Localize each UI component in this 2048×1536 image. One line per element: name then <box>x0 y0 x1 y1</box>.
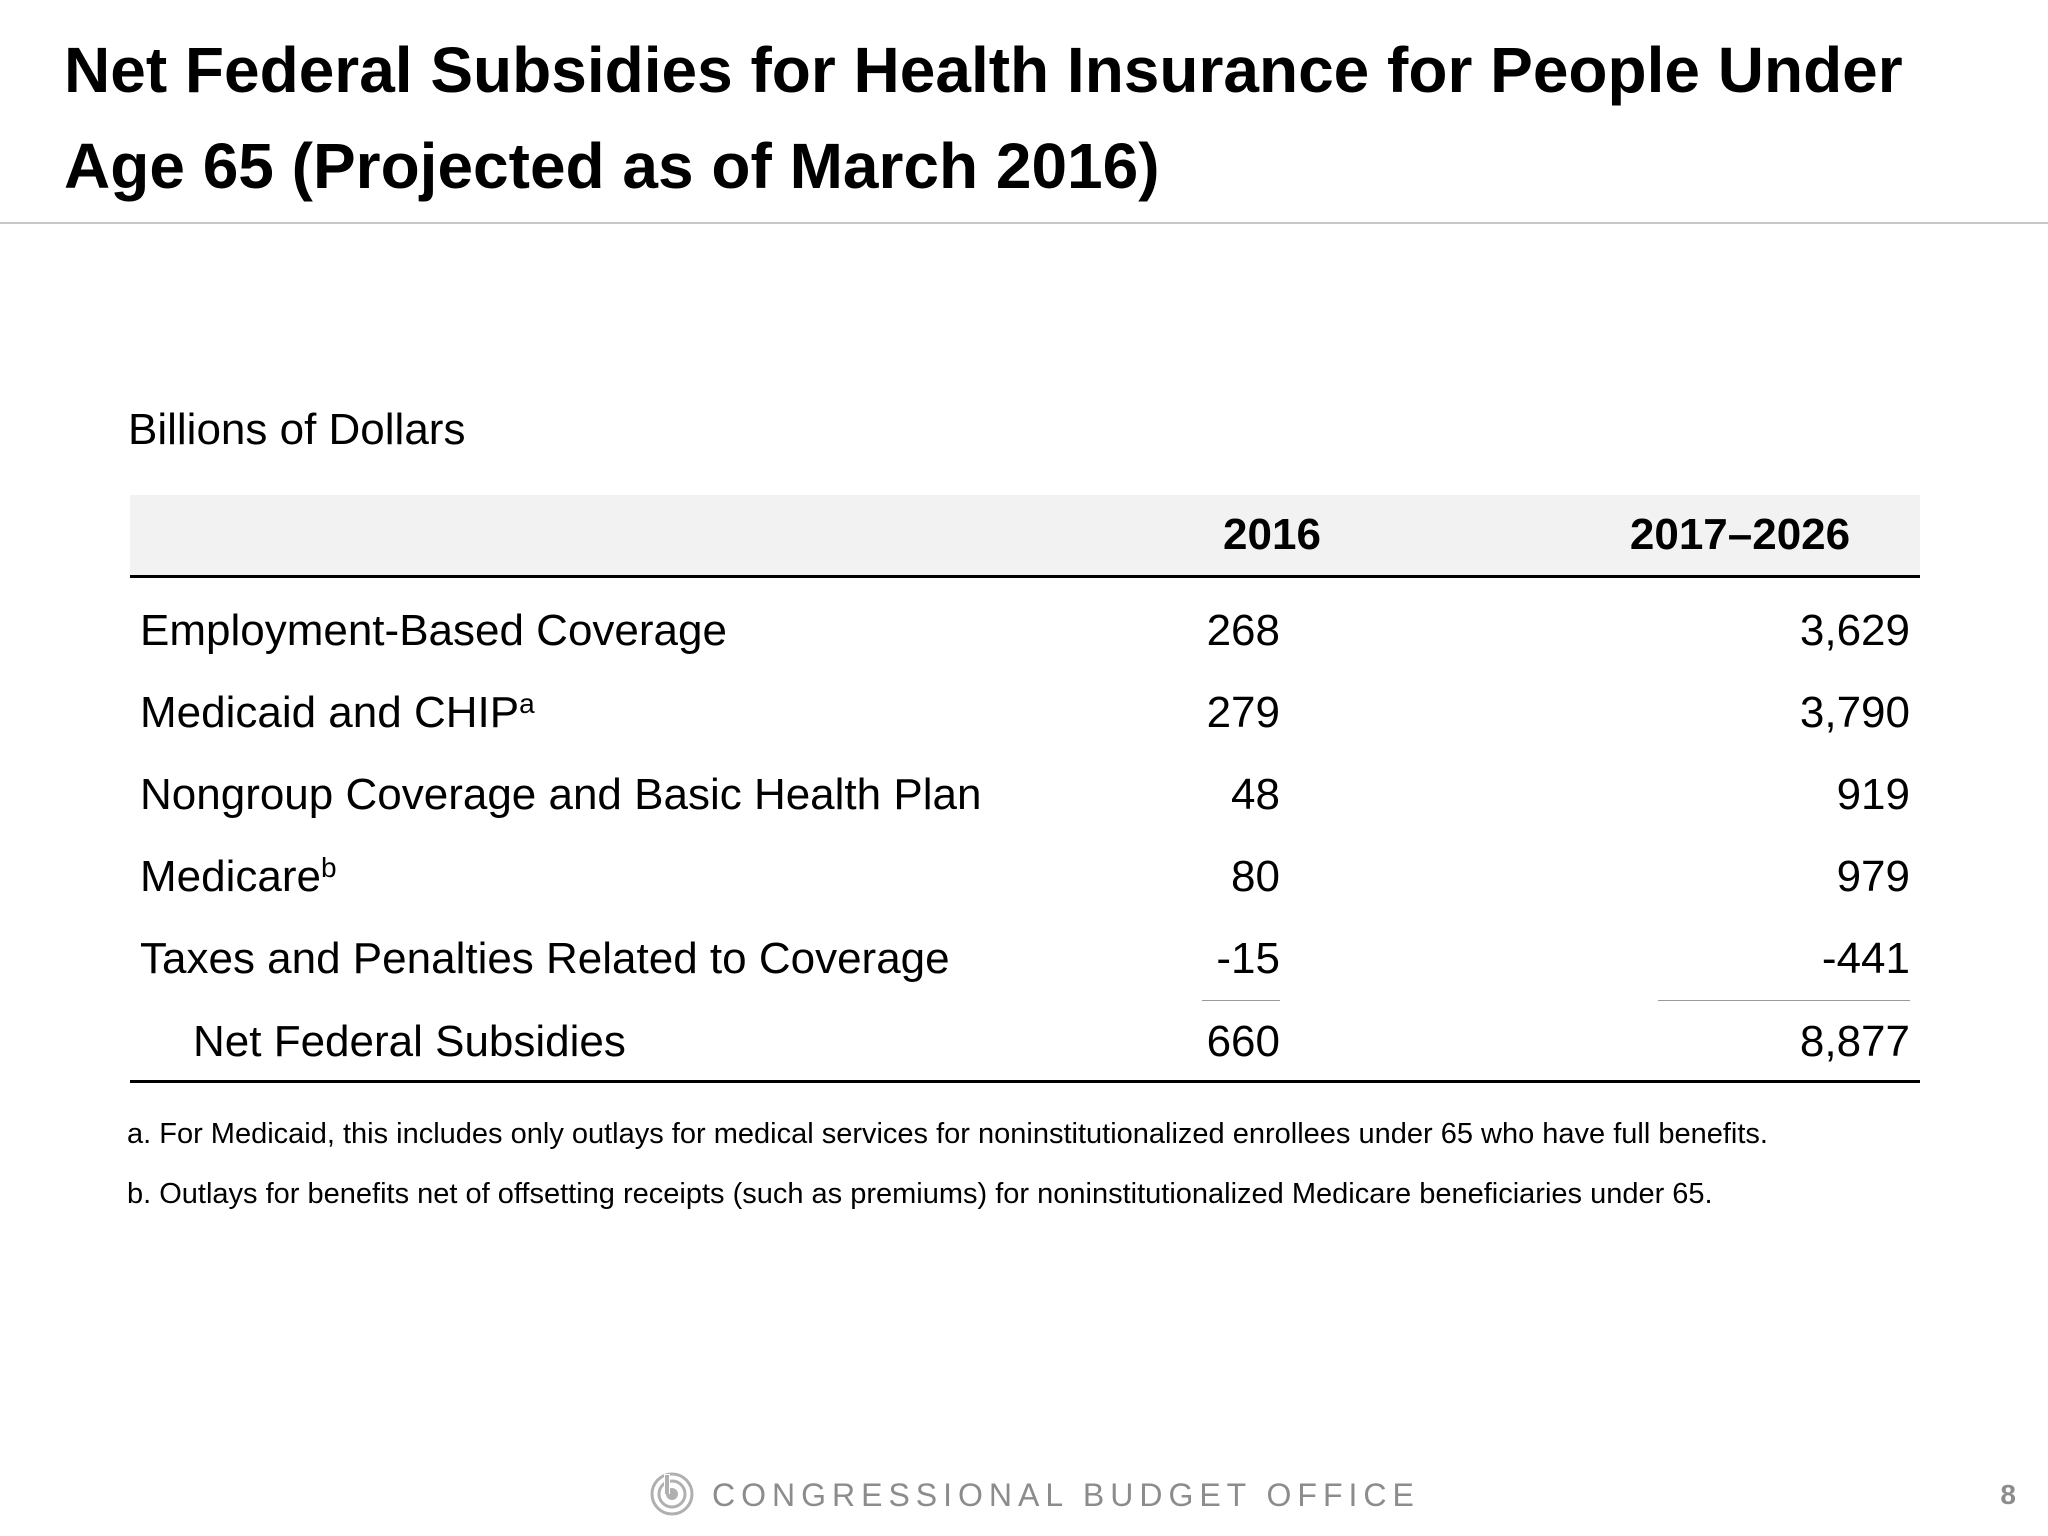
column-header-2017-2026: 2017–2026 <box>1629 510 1851 559</box>
row-label: Employment-Based Coverage <box>140 606 727 655</box>
footnote-marker: b <box>320 852 337 883</box>
slide-footer: CONGRESSIONAL BUDGET OFFICE 8 <box>0 1462 2048 1528</box>
cell-2017-2026: 3,629 <box>1799 606 1910 655</box>
slide-title: Net Federal Subsidies for Health Insuran… <box>64 34 1903 202</box>
cell-2017-2026: 979 <box>1836 852 1910 901</box>
cbo-seal-icon <box>650 1472 694 1516</box>
table-header-row: 2016 2017–2026 <box>130 495 1920 578</box>
subsidies-table: 2016 2017–2026 Employment-Based Coverage… <box>130 495 1920 1083</box>
footnote-b: b. Outlays for benefits net of offsettin… <box>127 1178 1713 1210</box>
row-label: Taxes and Penalties Related to Coverage <box>140 934 950 983</box>
row-label: Nongroup Coverage and Basic Health Plan <box>140 770 982 819</box>
footnotes: a. For Medicaid, this includes only outl… <box>127 1104 2007 1224</box>
units-label: Billions of Dollars <box>128 405 466 454</box>
total-label: Net Federal Subsidies <box>193 1017 626 1066</box>
subtotal-rules <box>130 1000 1920 1004</box>
total-2016: 660 <box>1206 1017 1280 1066</box>
cell-2017-2026: -441 <box>1821 934 1910 983</box>
footer-organization: CONGRESSIONAL BUDGET OFFICE <box>712 1477 1420 1513</box>
page-number: 8 <box>2000 1479 2016 1510</box>
cell-2017-2026: 3,790 <box>1799 688 1910 737</box>
title-divider <box>0 222 2048 224</box>
table-row: Nongroup Coverage and Basic Health Plan … <box>130 754 1920 836</box>
row-label: Medicaid and CHIPa <box>140 688 535 737</box>
table-row: Taxes and Penalties Related to Coverage … <box>130 918 1920 1000</box>
table-row: Medicareb 80 979 <box>130 836 1920 918</box>
subtotal-rule-2017-2026 <box>1658 1000 1910 1001</box>
total-2017-2026: 8,877 <box>1799 1017 1910 1066</box>
footnote-a: a. For Medicaid, this includes only outl… <box>127 1118 1768 1150</box>
table-row: Medicaid and CHIPa 279 3,790 <box>130 672 1920 754</box>
cell-2016: 279 <box>1206 688 1280 737</box>
footnote-marker: a <box>519 688 535 719</box>
cell-2016: -15 <box>1216 934 1280 983</box>
table-row: Employment-Based Coverage 268 3,629 <box>130 590 1920 672</box>
subtotal-rule-2016 <box>1202 1000 1280 1001</box>
row-label: Medicareb <box>140 852 337 901</box>
cell-2016: 80 <box>1231 852 1280 901</box>
cell-2016: 48 <box>1231 770 1280 819</box>
table-total-row: Net Federal Subsidies 660 8,877 <box>130 1004 1920 1083</box>
cell-2016: 268 <box>1206 606 1280 655</box>
cell-2017-2026: 919 <box>1836 770 1910 819</box>
column-header-2016: 2016 <box>1223 510 1321 559</box>
